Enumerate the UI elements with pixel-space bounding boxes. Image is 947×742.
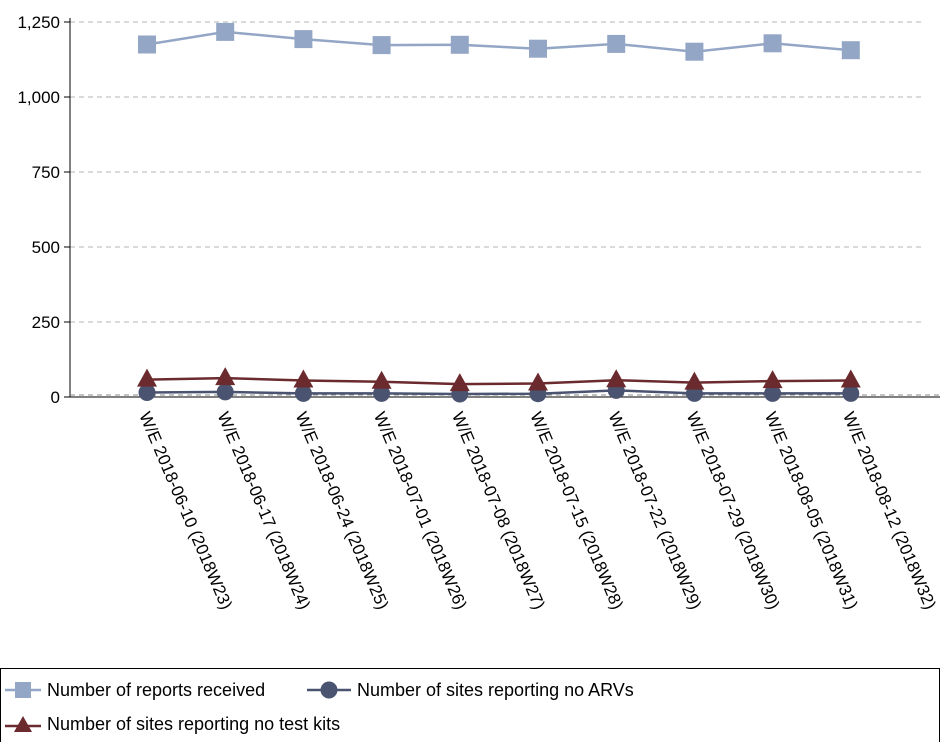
data-point-square (607, 34, 626, 53)
data-point-square (841, 41, 860, 60)
data-point-square (138, 35, 156, 54)
line-chart: 0 250 500 750 1,000 1,250 W/E 2018-06-10 (201… (17, 13, 940, 612)
x-tick-labels: W/E 2018-06-10 (2018W23)W/E 2018-06-17 (… (135, 409, 939, 612)
legend-item-reports-received: Number of reports received (5, 675, 265, 705)
y-tick-label: 1,000 (17, 88, 60, 107)
data-point-triangle (449, 373, 470, 392)
data-point-circle (842, 384, 860, 402)
series-1 (138, 22, 860, 61)
data-point-circle (138, 384, 156, 401)
data-point-square (216, 22, 235, 41)
data-point-triangle (215, 367, 236, 386)
y-tick-label: 250 (32, 313, 60, 332)
data-point-square (529, 39, 547, 58)
series-line (146, 376, 851, 386)
x-tick-label: W/E 2018-07-15 (2018W28) (526, 409, 627, 612)
data-point-triangle (606, 369, 627, 388)
data-point-triangle (684, 371, 705, 390)
series-line (146, 30, 851, 53)
data-point-square (685, 42, 704, 61)
series-line (146, 389, 851, 396)
y-tick-label: 1,250 (17, 13, 60, 32)
data-point-circle (294, 384, 312, 402)
series-3 (137, 367, 861, 392)
data-point-square (294, 30, 313, 49)
series-lines (137, 22, 861, 403)
data-point-circle (373, 384, 391, 402)
y-tick-label: 500 (32, 238, 60, 257)
gridlines (70, 21, 925, 323)
x-tick-label: W/E 2018-07-08 (2018W27) (448, 409, 549, 612)
data-point-triangle (840, 369, 861, 388)
x-tick-label: W/E 2018-06-10 (2018W23) (135, 409, 236, 612)
x-tick-label: W/E 2018-07-01 (2018W26) (370, 409, 471, 612)
data-point-triangle (137, 368, 157, 387)
x-tick-label: W/E 2018-07-22 (2018W29) (605, 409, 706, 612)
square-marker-icon (5, 682, 41, 698)
data-point-triangle (762, 370, 783, 389)
legend-label: Number of sites reporting no ARVs (357, 679, 634, 700)
x-tick-label: W/E 2018-06-24 (2018W25) (292, 409, 393, 612)
triangle-marker-icon (5, 716, 41, 732)
y-tick-label: 0 (51, 388, 60, 407)
legend-label: Number of sites reporting no test kits (47, 713, 341, 734)
series-2 (138, 381, 860, 403)
legend-item-no-arvs: Number of sites reporting no ARVs (307, 675, 634, 705)
circle-marker-icon (307, 681, 351, 699)
data-point-circle (764, 384, 782, 402)
x-tick-label: W/E 2018-07-29 (2018W30) (683, 409, 784, 612)
legend-label: Number of reports received (47, 679, 266, 700)
data-point-square (372, 36, 391, 55)
x-tick-label: W/E 2018-08-05 (2018W31) (761, 409, 862, 612)
data-point-square (450, 35, 469, 54)
x-tick-label: W/E 2018-08-12 (2018W32) (839, 409, 940, 612)
data-point-triangle (528, 372, 548, 391)
y-tick-labels: 0 250 500 750 1,000 1,250 (17, 13, 60, 407)
x-tick-label: W/E 2018-06-17 (2018W24) (214, 409, 315, 612)
axes (64, 18, 940, 398)
data-point-square (763, 34, 782, 53)
legend-item-no-test-kits: Number of sites reporting no test kits (5, 709, 340, 739)
data-point-triangle (293, 369, 314, 388)
y-tick-label: 750 (32, 163, 60, 182)
legend: Number of reports received Number of sit… (0, 668, 940, 742)
data-point-circle (216, 383, 234, 401)
data-point-triangle (371, 370, 392, 389)
